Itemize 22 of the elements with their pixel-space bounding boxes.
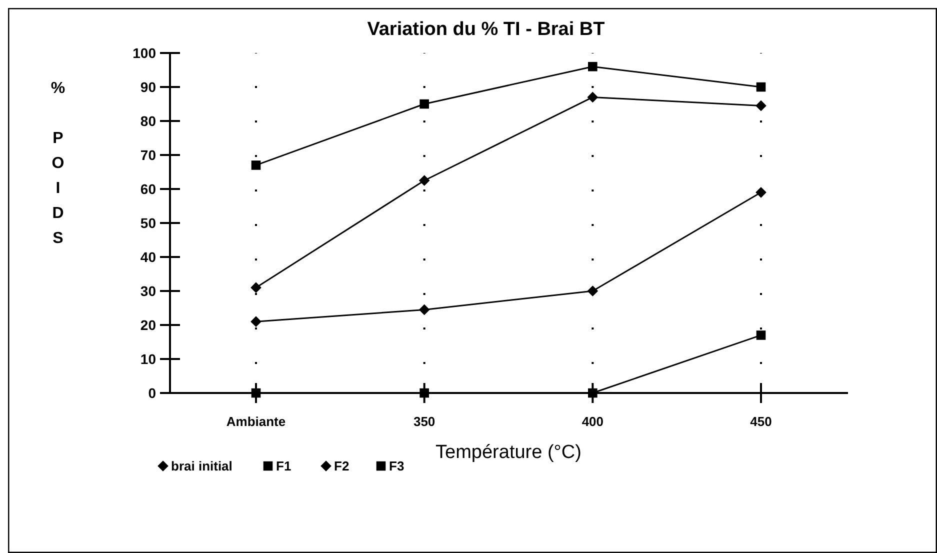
x-axis-title: Température (°C) bbox=[436, 442, 582, 463]
y-tick-label: 0 bbox=[148, 384, 156, 401]
y-tick-label: 50 bbox=[140, 214, 156, 231]
y-tick-label: 20 bbox=[140, 316, 156, 333]
legend-label: F3 bbox=[389, 458, 404, 474]
text: % POIDS bbox=[50, 80, 66, 247]
y-tick-label: 40 bbox=[140, 248, 156, 265]
y-tick-label: 70 bbox=[140, 146, 156, 163]
y-tick-label: 60 bbox=[140, 180, 156, 197]
y-tick-label: 30 bbox=[140, 282, 156, 299]
x-tick-label: Ambiante bbox=[226, 414, 286, 429]
y-tick-label: 90 bbox=[140, 78, 156, 95]
legend-label: brai initial bbox=[171, 458, 232, 474]
y-tick-label: 80 bbox=[140, 112, 156, 129]
y-tick-label: 100 bbox=[132, 44, 156, 61]
legend-label: F1 bbox=[276, 458, 292, 474]
legend-label: F2 bbox=[334, 458, 350, 474]
x-tick-label: 400 bbox=[582, 414, 604, 429]
chart-title: Variation du % TI - Brai BT bbox=[367, 19, 606, 40]
x-tick-label: 350 bbox=[413, 414, 436, 429]
y-tick-label: 10 bbox=[140, 350, 156, 367]
x-tick-label: 450 bbox=[750, 414, 772, 429]
